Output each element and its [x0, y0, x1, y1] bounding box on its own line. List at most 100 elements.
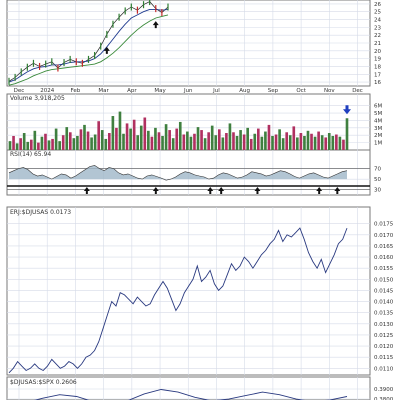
volume-bar: [200, 130, 203, 150]
price-y-tick-label: 21: [374, 41, 381, 47]
volume-bar: [108, 133, 111, 150]
volume-bar: [150, 136, 154, 150]
volume-bar: [274, 134, 278, 150]
price-y-tick-label: 23: [374, 25, 381, 31]
x-tick-label: May: [154, 88, 166, 94]
volume-bar: [15, 143, 19, 150]
volume-arrow-marker: [343, 105, 351, 115]
volume-bar: [143, 117, 147, 150]
volume-bar: [122, 133, 125, 150]
volume-bar: [327, 133, 331, 150]
ratio-panel: ERJ:$DJUSAS 0.0173 0.0110 0.0115 0.0120 0.0…: [7, 209, 394, 374]
volume-bar: [139, 125, 143, 150]
ratio-y-tick-label: 0.0165: [374, 244, 394, 250]
volume-bar: [100, 130, 104, 150]
volume-bar: [310, 133, 313, 150]
volume-bar: [12, 135, 15, 150]
volume-bar: [296, 137, 299, 150]
price-y-tick-label: 18: [374, 64, 381, 70]
volume-bar: [129, 128, 132, 150]
x-tick-label: Oct: [296, 88, 306, 94]
x-tick-label: Apr: [127, 88, 137, 94]
volume-bar: [271, 135, 274, 150]
volume-bar: [90, 137, 93, 150]
rsi-arrow-marker: [83, 187, 90, 194]
rsi-arrow-marker: [207, 187, 214, 194]
volume-bar: [118, 111, 122, 150]
volume-bar: [157, 132, 161, 150]
ratio-y-tick-label: 0.0170: [374, 233, 394, 239]
volume-bar: [203, 138, 207, 150]
volume-bar: [72, 138, 76, 150]
volume-bar: [285, 132, 289, 150]
volume-y-tick-label: 6M: [374, 104, 382, 110]
volume-bar: [54, 128, 58, 150]
volume-bar: [168, 130, 171, 150]
volume-bar: [260, 136, 264, 150]
volume-bar: [256, 128, 260, 150]
volume-bar: [115, 127, 118, 150]
price-y-tick-label: 17: [374, 72, 381, 78]
volume-bar: [342, 139, 345, 150]
price-y-tick-label: 25: [374, 10, 381, 16]
price-y-tick-label: 20: [374, 49, 381, 55]
volume-bar: [246, 127, 249, 150]
volume-bar: [335, 134, 338, 150]
volume-bar: [111, 116, 115, 150]
volume-bar: [281, 138, 285, 150]
volume-bar: [93, 134, 97, 150]
volume-y-tick-label: 3M: [374, 126, 382, 132]
volume-bar: [79, 129, 83, 150]
x-tick-label: Jun: [183, 88, 193, 94]
volume-bar: [154, 127, 157, 150]
volume-bar: [58, 141, 61, 150]
ratio2-line: [33, 389, 348, 400]
volume-bar: [189, 136, 193, 150]
ratio-y-tick-label: 0.0135: [374, 311, 394, 317]
ratio-line: [8, 227, 348, 374]
volume-bar: [175, 128, 179, 150]
ratio2-panel: $DJUSAS:$SPX 0.2606 0.3900 0.3800: [7, 379, 394, 400]
volume-bar: [65, 127, 69, 150]
rsi-y-tick-label: 50: [374, 177, 381, 183]
volume-y-tick-label: 1M: [374, 141, 382, 147]
x-tick-label: Nov: [324, 88, 335, 94]
volume-bar: [225, 133, 228, 150]
volume-bar: [22, 133, 26, 150]
volume-y-tick-label: 4M: [374, 118, 382, 124]
volume-bar: [239, 130, 242, 150]
volume-bar: [193, 133, 196, 150]
x-tick-label: Jul: [212, 88, 220, 94]
rsi-panel: RSI(14) 65.94 30 50 70: [7, 151, 381, 194]
volume-bar: [26, 141, 30, 150]
volume-bar: [104, 138, 108, 150]
volume-bar: [249, 138, 253, 150]
volume-bar: [86, 131, 90, 150]
rsi-arrow-marker: [152, 187, 159, 194]
volume-bar: [253, 133, 257, 150]
x-tick-label: Mar: [98, 88, 109, 94]
volume-bar: [33, 130, 37, 150]
volume-bar: [338, 136, 342, 150]
rsi-area: [9, 165, 347, 180]
volume-bar: [164, 124, 168, 150]
ratio-y-tick-label: 0.0150: [374, 277, 394, 283]
ratio-label: ERJ:$DJUSAS 0.0173: [10, 209, 71, 216]
volume-bar: [40, 136, 44, 150]
volume-bar: [232, 132, 235, 150]
volume-bar: [161, 135, 164, 150]
x-tick-label: 2024: [40, 88, 54, 94]
buy-arrow-marker: [103, 46, 110, 54]
volume-bar: [29, 139, 33, 150]
volume-bar: [37, 142, 40, 150]
price-y-tick-label: 24: [374, 18, 381, 24]
rsi-label: RSI(14) 65.94: [10, 151, 51, 158]
rsi-arrow-marker: [254, 187, 261, 194]
volume-bar: [317, 131, 320, 150]
volume-bar: [47, 140, 51, 150]
x-tick-label: Dec: [14, 88, 25, 94]
ratio-y-tick-label: 0.0120: [374, 344, 394, 350]
volume-bar: [324, 137, 328, 150]
volume-bar: [221, 137, 225, 150]
